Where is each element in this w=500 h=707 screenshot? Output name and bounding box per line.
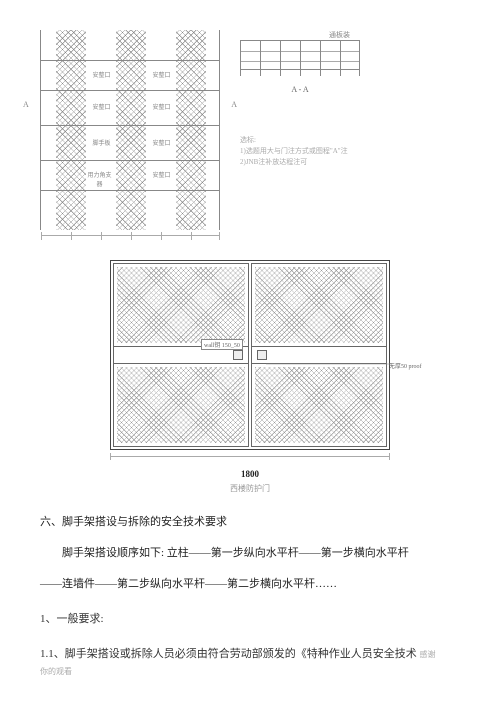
cell-label: 脚手板 <box>89 138 114 147</box>
leader-line-svg <box>266 359 336 371</box>
notes-line: 1)选题用大与门注方式或图程"A"注 <box>240 146 390 157</box>
dimension-bar <box>41 235 219 245</box>
horizontal-rule <box>41 190 219 191</box>
door-panel-left <box>113 263 249 447</box>
section-view: 通板装 A - A 选标: 1)选题用大与门注方式或图程"A"注 2)JNB注补… <box>240 30 360 230</box>
dimension-line <box>110 456 390 457</box>
elevation-grid: A A 安整口 安整口 安整口 安整口 脚手板 安整口 用力角支器 安整口 <box>40 30 220 230</box>
footer-thanks: 感谢 <box>420 650 436 659</box>
cell-label: 安整口 <box>149 102 174 111</box>
horizontal-rule <box>41 90 219 91</box>
protective-door-diagram: wall钥 150_50 无厚50 proof 1800 西楼防护门 <box>100 260 400 494</box>
mesh-fill <box>255 367 383 443</box>
item-number: 1.1、 <box>40 648 65 660</box>
leader-label: wall钥 150_50 <box>201 339 243 350</box>
horizontal-rule <box>41 160 219 161</box>
section-cut-marker-left: A <box>23 100 29 109</box>
leader-label: 无厚50 proof <box>389 361 449 370</box>
body-paragraph: 脚手架搭设顺序如下: 立柱——第一步纵向水平杆——第一步横向水平杆 <box>40 543 460 564</box>
figure-notes: 选标: 1)选题用大与门注方式或图程"A"注 2)JNB注补放达程注可 <box>240 135 390 169</box>
cell-label: 用力角支器 <box>87 170 112 188</box>
cell-label: 安整口 <box>149 70 174 79</box>
notes-heading: 选标: <box>240 135 390 146</box>
notes-line: 2)JNB注补放达程注可 <box>240 157 390 168</box>
list-item: 1.1、脚手架搭设或拆除人员必须由符合劳动部颁发的《特种作业人员安全技术 感谢 <box>40 644 460 665</box>
mesh-fill <box>255 267 383 343</box>
text-content: 六、脚手架搭设与拆除的安全技术要求 脚手架搭设顺序如下: 立柱——第一步纵向水平… <box>40 512 460 680</box>
horizontal-rule <box>41 60 219 61</box>
cell-label: 安整口 <box>89 70 114 79</box>
section-heading: 六、脚手架搭设与拆除的安全技术要求 <box>40 512 460 533</box>
section-cut-marker-right: A <box>231 100 237 109</box>
item-text: 脚手架搭设或拆除人员必须由符合劳动部颁发的《特种作业人员安全技术 <box>65 648 417 660</box>
scaffold-elevation-diagram: A A 安整口 安整口 安整口 安整口 脚手板 安整口 用力角支器 安整口 通板… <box>40 30 460 230</box>
section-label: A - A <box>240 85 360 94</box>
cell-label: 安整口 <box>89 102 114 111</box>
mesh-fill <box>117 267 245 343</box>
body-paragraph-continuation: ——连墙件——第二步纵向水平杆——第二步横向水平杆…… <box>40 574 460 595</box>
cell-label: 安整口 <box>149 138 174 147</box>
sub-heading: 1、一般要求: <box>40 609 460 630</box>
door-panel-right <box>251 263 387 447</box>
door-frame: wall钥 150_50 无厚50 proof <box>110 260 390 450</box>
cell-label: 安整口 <box>149 170 174 179</box>
section-rect <box>240 40 360 70</box>
dimension-value: 1800 <box>100 469 400 479</box>
figure-caption: 西楼防护门 <box>100 483 400 494</box>
mesh-fill <box>117 367 245 443</box>
footer-line: 你的观看 <box>40 664 460 679</box>
door-handle <box>233 350 243 360</box>
horizontal-rule <box>41 125 219 126</box>
section-top-title: 通板装 <box>329 30 350 40</box>
